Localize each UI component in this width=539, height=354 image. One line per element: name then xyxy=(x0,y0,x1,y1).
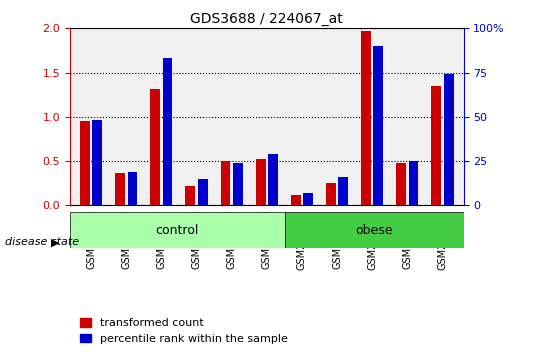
Title: GDS3688 / 224067_at: GDS3688 / 224067_at xyxy=(190,12,343,26)
Bar xyxy=(92,120,102,205)
FancyBboxPatch shape xyxy=(70,212,285,248)
Bar xyxy=(80,121,90,205)
Text: disease state: disease state xyxy=(5,238,80,247)
Bar xyxy=(233,163,243,205)
Text: ▶: ▶ xyxy=(51,238,60,247)
FancyBboxPatch shape xyxy=(285,212,464,248)
Text: obese: obese xyxy=(355,224,393,236)
Bar xyxy=(291,195,301,205)
Bar xyxy=(361,31,371,205)
Bar xyxy=(268,154,278,205)
Bar xyxy=(338,177,348,205)
Bar xyxy=(374,46,383,205)
Bar xyxy=(326,183,336,205)
Bar xyxy=(396,163,406,205)
Bar xyxy=(128,172,137,205)
Bar xyxy=(409,161,418,205)
Bar xyxy=(115,172,125,205)
Bar xyxy=(198,179,208,205)
Legend: transformed count, percentile rank within the sample: transformed count, percentile rank withi… xyxy=(75,314,292,348)
Bar xyxy=(220,161,231,205)
Bar xyxy=(431,86,441,205)
Bar xyxy=(150,88,160,205)
Bar xyxy=(444,74,453,205)
Bar xyxy=(255,159,266,205)
Bar xyxy=(303,193,313,205)
Bar xyxy=(163,58,172,205)
Text: control: control xyxy=(156,224,199,236)
Bar xyxy=(185,186,195,205)
